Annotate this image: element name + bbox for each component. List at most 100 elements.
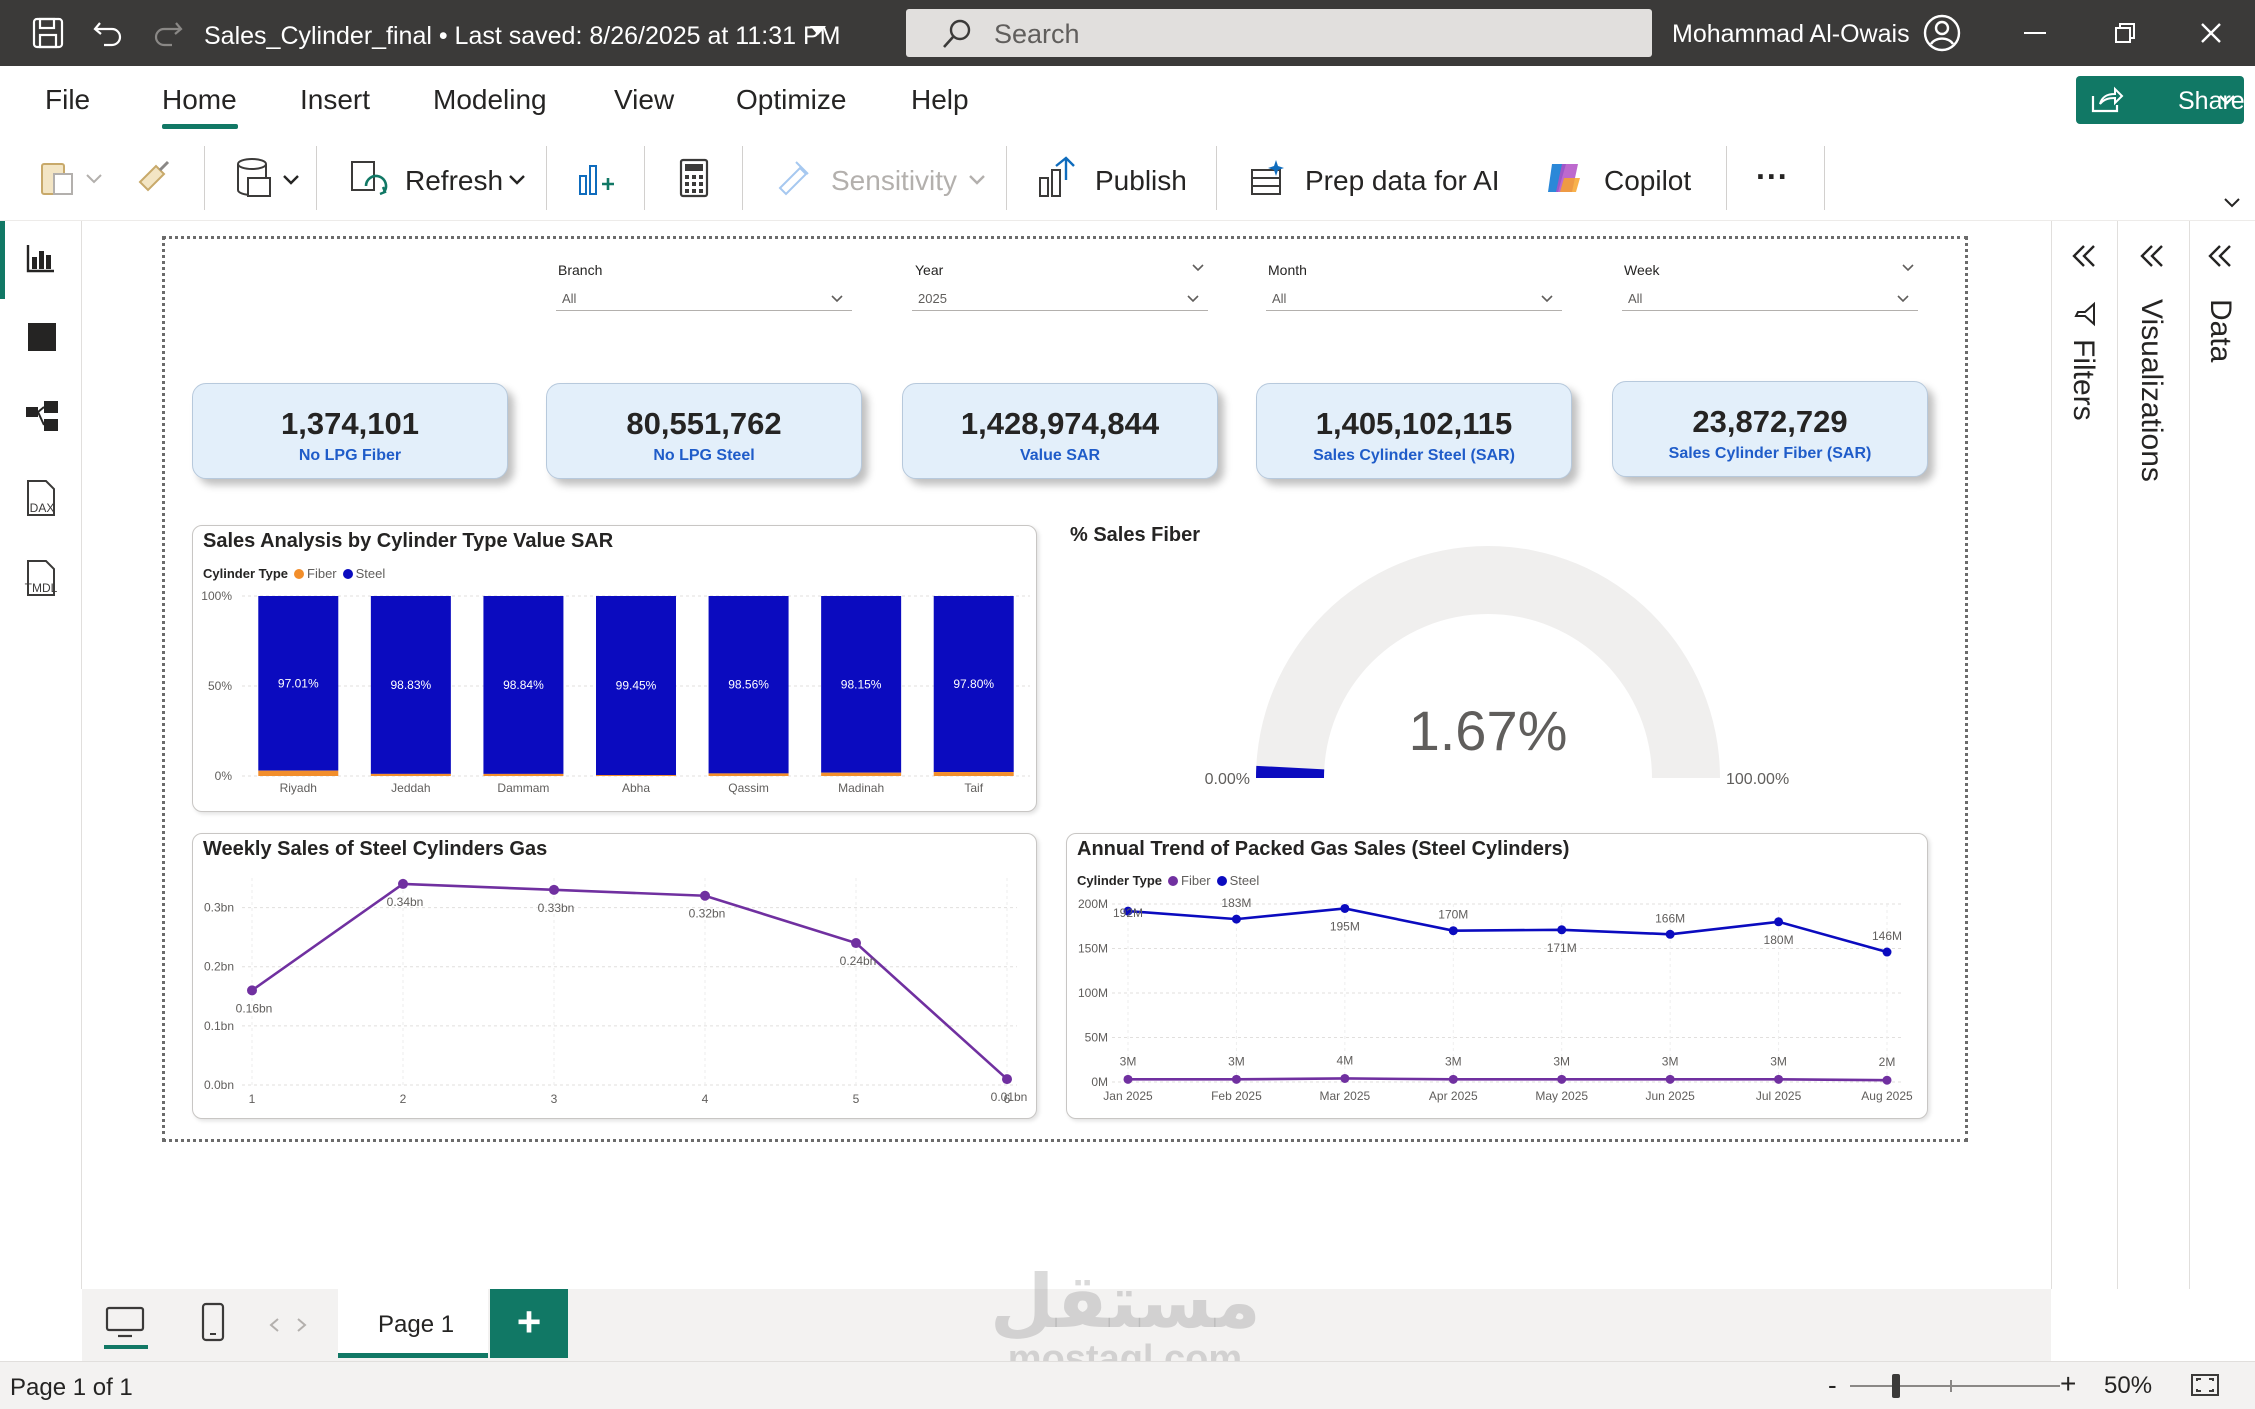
tab-modeling[interactable]: Modeling (433, 84, 547, 115)
new-visual-icon[interactable] (576, 156, 616, 200)
kpi-card-sales-steel[interactable]: 1,405,102,115 Sales Cylinder Steel (SAR) (1256, 383, 1572, 479)
tab-home[interactable]: Home (162, 84, 237, 115)
y-tick-label: 200M (1078, 897, 1108, 911)
fit-to-page-icon[interactable] (2190, 1372, 2220, 1398)
y-tick-label: 0M (1091, 1075, 1108, 1089)
previous-page-icon[interactable] (268, 1317, 280, 1333)
refresh-label[interactable]: Refresh (405, 165, 504, 196)
bar-steel (370, 596, 451, 774)
add-page-button[interactable]: + (490, 1289, 568, 1358)
kpi-card-value-sar[interactable]: 1,428,974,844 Value SAR (902, 383, 1218, 479)
kpi-card-lpg-fiber[interactable]: 1,374,101 No LPG Fiber (192, 383, 508, 479)
zoom-level[interactable]: 50% (2104, 1372, 2153, 1399)
collapse-data-icon[interactable] (2206, 243, 2234, 269)
data-label-fiber: 2M (1879, 1055, 1896, 1069)
prep-data-icon[interactable] (1248, 158, 1288, 198)
slicer-year-collapse-icon[interactable] (1192, 264, 1204, 272)
publish-icon[interactable] (1036, 156, 1076, 200)
paste-dropdown-icon[interactable] (86, 174, 102, 184)
ribbon-collapse-icon[interactable] (2224, 198, 2240, 208)
table-view-icon[interactable] (26, 321, 58, 353)
filters-pane-label[interactable]: Filters (2067, 339, 2100, 421)
data-label-fiber: 3M (1228, 1054, 1245, 1068)
slicer-branch-dropdown[interactable]: All (556, 285, 852, 311)
prep-data-label[interactable]: Prep data for AI (1305, 165, 1500, 196)
more-options-button[interactable]: ... (1756, 150, 1789, 186)
zoom-slider-track[interactable] (1850, 1385, 2060, 1387)
refresh-icon[interactable] (348, 158, 388, 198)
collapse-filters-icon[interactable] (2070, 243, 2098, 269)
dax-query-icon[interactable]: DAX (22, 479, 60, 519)
zoom-out-button[interactable]: - (1828, 1370, 1837, 1400)
document-title[interactable]: Sales_Cylinder_final • Last saved: 8/26/… (204, 22, 841, 50)
filters-pane[interactable]: Filters (2051, 221, 2117, 1289)
tab-insert[interactable]: Insert (300, 84, 371, 115)
gauge-chart[interactable]: 1.67% 0.00% 100.00% (1190, 540, 1830, 800)
minimize-button[interactable] (2024, 32, 2046, 34)
weekly-line-card[interactable] (192, 833, 1037, 1119)
kpi-label: Sales Cylinder Steel (SAR) (1313, 447, 1515, 464)
user-name[interactable]: Mohammad Al-Owais (1672, 20, 1910, 48)
publish-label[interactable]: Publish (1095, 165, 1187, 196)
slicer-week-dropdown[interactable]: All (1622, 285, 1918, 311)
kpi-card-lpg-steel[interactable]: 80,551,762 No LPG Steel (546, 383, 862, 479)
refresh-dropdown-icon[interactable] (508, 174, 526, 186)
page-tab-page-1[interactable]: Page 1 (338, 1289, 488, 1358)
data-pane-label[interactable]: Data (2204, 299, 2237, 363)
search-placeholder: Search (994, 19, 1080, 49)
account-icon[interactable] (1922, 13, 1962, 53)
data-label-steel: 192M (1113, 906, 1143, 920)
data-label: 0.24bn (840, 954, 877, 968)
share-chevron-icon (2218, 94, 2236, 106)
legend-fiber: Fiber (1181, 873, 1211, 888)
tab-optimize[interactable]: Optimize (736, 84, 847, 115)
visualizations-pane-label[interactable]: Visualizations (2135, 299, 2168, 482)
collapse-visualizations-icon[interactable] (2138, 243, 2166, 269)
ribbon-separator (644, 146, 645, 210)
paste-icon[interactable] (38, 158, 78, 198)
title-dropdown-icon[interactable] (808, 24, 828, 38)
share-button[interactable]: Share (2076, 76, 2245, 124)
get-data-dropdown-icon[interactable] (282, 174, 300, 186)
search-input[interactable]: Search (906, 9, 1652, 57)
restore-button[interactable] (2114, 22, 2136, 44)
zoom-in-button[interactable]: + (2060, 1368, 2077, 1399)
slicer-month-dropdown[interactable]: All (1266, 285, 1562, 311)
data-point-steel (1665, 929, 1675, 939)
title-bar: Sales_Cylinder_final • Last saved: 8/26/… (0, 0, 2255, 66)
annual-line-card[interactable] (1066, 833, 1928, 1119)
data-label-steel: 170M (1438, 908, 1468, 922)
undo-icon[interactable] (90, 15, 126, 51)
tab-help[interactable]: Help (911, 84, 969, 115)
calculator-icon[interactable] (674, 156, 714, 200)
slicer-year-dropdown[interactable]: 2025 (912, 285, 1208, 311)
visualizations-pane[interactable]: Visualizations (2117, 221, 2189, 1289)
copilot-icon[interactable] (1544, 158, 1584, 198)
tab-file[interactable]: File (45, 84, 91, 115)
tab-view[interactable]: View (614, 84, 675, 115)
model-view-icon[interactable] (24, 399, 60, 435)
format-painter-icon[interactable] (134, 158, 174, 198)
redo-icon[interactable] (150, 15, 186, 51)
weekly-line-plot: 0.0bn 0.1bn 0.2bn 0.3bn 1 2 3 4 5 6 0.16bn 0.34bn 0.… (204, 878, 1027, 1106)
data-label: 0.32bn (689, 907, 726, 921)
tmdl-view-icon[interactable]: TMDL (22, 559, 60, 599)
save-icon[interactable] (30, 15, 66, 51)
kpi-value: 23,872,729 (1692, 404, 1848, 439)
data-label-fiber: 3M (1553, 1054, 1570, 1068)
zoom-slider-thumb[interactable] (1892, 1374, 1900, 1398)
status-bar: Page 1 of 1 - + 50% (0, 1361, 2255, 1409)
data-pane[interactable]: Data (2189, 221, 2255, 1289)
mobile-layout-icon[interactable] (200, 1301, 226, 1343)
get-data-icon[interactable] (234, 156, 274, 200)
copilot-label[interactable]: Copilot (1604, 165, 1692, 196)
legend-marker-steel (1216, 876, 1227, 886)
slicer-month-value: All (1272, 291, 1287, 306)
kpi-card-sales-fiber[interactable]: 23,872,729 Sales Cylinder Fiber (SAR) (1612, 381, 1928, 477)
data-label-fiber: 3M (1770, 1054, 1787, 1068)
report-view-icon[interactable] (24, 241, 58, 275)
slicer-week-collapse-icon[interactable] (1902, 264, 1914, 272)
next-page-icon[interactable] (296, 1317, 308, 1333)
desktop-layout-icon[interactable] (104, 1305, 146, 1341)
close-button[interactable] (2200, 22, 2222, 44)
